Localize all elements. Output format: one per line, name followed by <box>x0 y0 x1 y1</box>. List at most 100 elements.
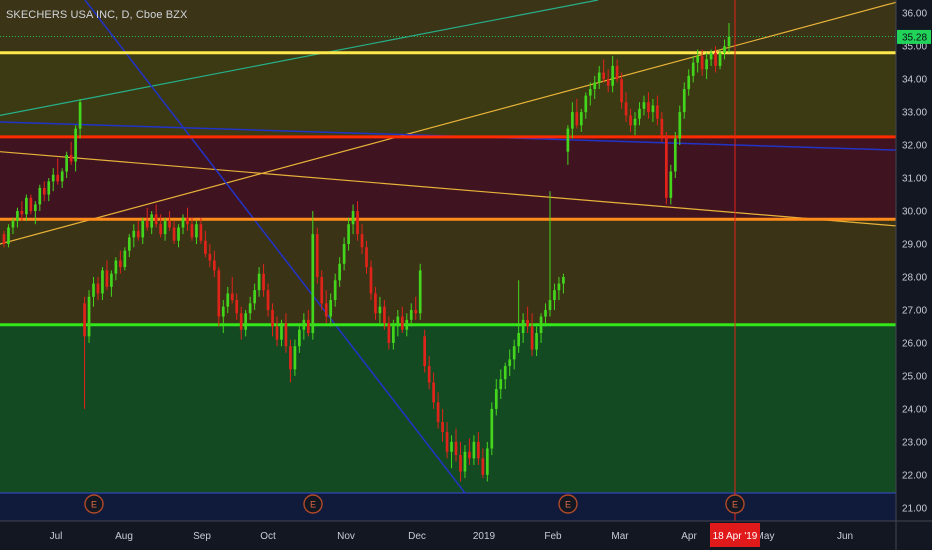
candle-body[interactable] <box>168 220 171 228</box>
candle-body[interactable] <box>25 197 28 215</box>
candle-body[interactable] <box>342 244 346 264</box>
candle-body[interactable] <box>374 293 377 314</box>
candle-body[interactable] <box>709 52 713 60</box>
candle-body[interactable] <box>101 270 104 294</box>
candle-body[interactable] <box>271 309 274 327</box>
candle-body[interactable] <box>96 283 100 294</box>
candle-body[interactable] <box>253 290 256 304</box>
candle-body[interactable] <box>535 333 538 350</box>
candle-body[interactable] <box>369 267 373 294</box>
candle-body[interactable] <box>145 220 149 228</box>
candle-body[interactable] <box>409 309 413 320</box>
candle-body[interactable] <box>110 273 113 287</box>
candle-body[interactable] <box>20 211 24 215</box>
candle-body[interactable] <box>557 283 561 291</box>
candle-body[interactable] <box>154 214 158 225</box>
candle-body[interactable] <box>445 431 449 452</box>
candle-body[interactable] <box>700 56 704 70</box>
trendline-teal[interactable] <box>0 0 599 117</box>
candle-body[interactable] <box>539 316 543 334</box>
candle-body[interactable] <box>230 293 234 301</box>
candle-body[interactable] <box>365 247 368 268</box>
candle-body[interactable] <box>669 171 673 198</box>
candle-body[interactable] <box>293 346 297 370</box>
trendline-blue-falling[interactable] <box>84 0 466 494</box>
candle-body[interactable] <box>459 455 462 472</box>
candle-body[interactable] <box>181 217 185 228</box>
candle-body[interactable] <box>575 112 579 126</box>
candle-body[interactable] <box>512 346 516 360</box>
candle-body[interactable] <box>74 128 77 162</box>
candle-body[interactable] <box>517 333 521 347</box>
candle-body[interactable] <box>289 346 292 370</box>
candle-body[interactable] <box>588 89 592 96</box>
candle-body[interactable] <box>132 230 136 238</box>
candle-body[interactable] <box>123 250 127 268</box>
candle-body[interactable] <box>217 270 221 317</box>
candle-body[interactable] <box>208 253 212 261</box>
candle-body[interactable] <box>280 323 283 340</box>
candle-body[interactable] <box>638 108 641 119</box>
candle-body[interactable] <box>338 263 341 281</box>
candle-body[interactable] <box>553 290 556 301</box>
candle-body[interactable] <box>306 319 310 334</box>
candle-body[interactable] <box>248 303 252 314</box>
candle-body[interactable] <box>633 118 637 126</box>
candle-body[interactable] <box>177 227 180 241</box>
candle-body[interactable] <box>56 174 60 182</box>
candle-body[interactable] <box>611 65 614 86</box>
candle-body[interactable] <box>38 187 42 205</box>
candle-body[interactable] <box>329 300 333 317</box>
candle-body[interactable] <box>33 204 37 212</box>
candle-body[interactable] <box>221 306 225 317</box>
candle-body[interactable] <box>468 451 471 459</box>
candle-body[interactable] <box>503 366 507 380</box>
candle-body[interactable] <box>682 89 686 113</box>
candle-body[interactable] <box>47 181 51 195</box>
candle-body[interactable] <box>141 220 145 238</box>
candle-body[interactable] <box>485 448 489 475</box>
candle-body[interactable] <box>494 389 498 409</box>
candle-body[interactable] <box>311 234 315 334</box>
candle-body[interactable] <box>562 276 565 284</box>
candle-body[interactable] <box>696 56 700 63</box>
candle-body[interactable] <box>566 128 570 152</box>
candle-body[interactable] <box>298 329 301 347</box>
candle-body[interactable] <box>351 211 355 225</box>
candle-body[interactable] <box>42 187 46 195</box>
candle-body[interactable] <box>315 234 319 277</box>
candle-body[interactable] <box>360 234 364 248</box>
earnings-marker[interactable] <box>725 494 745 514</box>
candle-body[interactable] <box>199 224 203 241</box>
candle-body[interactable] <box>687 75 691 90</box>
candle-body[interactable] <box>212 260 216 271</box>
candle-body[interactable] <box>324 303 328 317</box>
symbol-title[interactable]: SKECHERS USA INC, D, Cboe BZX <box>6 9 188 21</box>
candle-body[interactable] <box>624 102 628 116</box>
cursor-date-badge[interactable] <box>710 523 760 547</box>
candle-body[interactable] <box>190 224 194 238</box>
candle-body[interactable] <box>378 306 382 314</box>
candle-body[interactable] <box>714 52 717 66</box>
earnings-marker[interactable] <box>558 494 578 514</box>
candle-body[interactable] <box>436 402 440 423</box>
candle-body[interactable] <box>651 105 655 113</box>
candle-body[interactable] <box>450 441 453 452</box>
candle-body[interactable] <box>400 316 404 330</box>
candle-body[interactable] <box>302 319 306 330</box>
candle-body[interactable] <box>423 336 427 367</box>
candle-body[interactable] <box>441 422 444 432</box>
trendline-rising-orange[interactable] <box>0 1 897 245</box>
candle-body[interactable] <box>65 154 68 172</box>
candle-body[interactable] <box>136 230 140 238</box>
candle-body[interactable] <box>257 273 261 291</box>
candle-body[interactable] <box>571 112 574 129</box>
candle-body[interactable] <box>405 319 409 330</box>
candle-body[interactable] <box>727 36 731 47</box>
candle-body[interactable] <box>615 65 619 80</box>
candle-body[interactable] <box>508 359 512 367</box>
candle-body[interactable] <box>172 227 176 241</box>
candle-body[interactable] <box>235 300 239 314</box>
candle-body[interactable] <box>69 154 73 162</box>
